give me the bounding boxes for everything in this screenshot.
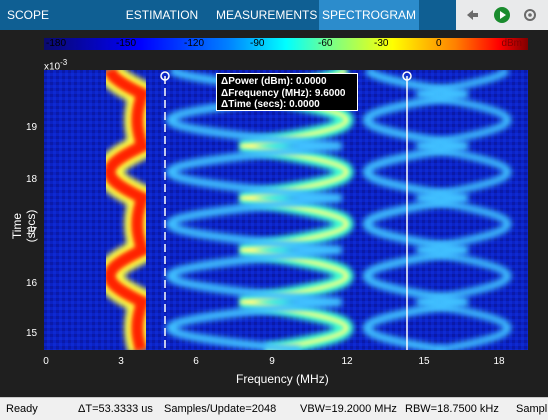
status-sample-rate: Sampl	[516, 403, 548, 415]
y-tick: 16	[26, 278, 38, 289]
y-tick: 15	[26, 328, 38, 339]
harmonic-tone	[362, 70, 469, 350]
x-axis-label: Frequency (MHz)	[236, 372, 329, 386]
status-rbw: RBW=18.7500 kHz	[405, 403, 499, 415]
axis-exponent: x10-3	[44, 58, 68, 73]
colorbar-tick: -180	[46, 38, 67, 49]
x-tick: 6	[193, 356, 199, 367]
cursor-readout: ΔPower (dBm): 0.0000 ΔFrequency (MHz): 9…	[216, 73, 358, 111]
status-delta-t: ΔT=53.3333 us	[78, 403, 153, 415]
y-axis-label: Time (secs)	[10, 209, 38, 243]
x-tick: 15	[418, 356, 430, 367]
spectrogram-image	[44, 70, 528, 350]
toolstrip: SCOPE ESTIMATION MEASUREMENTS SPECTROGRA…	[0, 0, 548, 30]
colorbar-tick: 0	[436, 38, 442, 49]
harmonic-tone-core	[240, 70, 349, 350]
primary-tone	[103, 70, 150, 350]
colorbar-tick: -60	[318, 38, 333, 49]
tab-scope[interactable]: SCOPE	[6, 8, 49, 22]
settings-icon[interactable]	[520, 5, 540, 25]
x-tick: 0	[43, 356, 49, 367]
cursor-handle[interactable]	[402, 71, 412, 81]
colorbar: -180 -150 -120 -90 -60 -30 0 dBm	[44, 38, 528, 50]
x-tick: 12	[341, 356, 353, 367]
colorbar-tick: -30	[374, 38, 389, 49]
status-samples: Samples/Update=2048	[164, 403, 277, 415]
tab-spectrogram[interactable]: SPECTROGRAM	[319, 0, 419, 30]
pin-icon[interactable]	[462, 5, 482, 25]
y-tick: 18	[26, 174, 38, 185]
status-state: Ready	[6, 403, 38, 415]
run-icon[interactable]	[492, 5, 512, 25]
x-tick: 9	[269, 356, 275, 367]
status-bar: Ready ΔT=53.3333 us Samples/Update=2048 …	[0, 397, 548, 420]
spectrogram-plot[interactable]	[44, 70, 528, 350]
delta-power: ΔPower (dBm): 0.0000	[221, 76, 327, 87]
delta-frequency: ΔFrequency (MHz): 9.6000	[221, 87, 346, 99]
cursor-handle[interactable]	[160, 71, 170, 81]
colorbar-tick: -90	[250, 38, 265, 49]
x-tick: 3	[118, 356, 124, 367]
harmonic-tone	[165, 70, 342, 350]
x-tick: 18	[493, 356, 505, 367]
toolbar-right	[456, 0, 548, 30]
tab-estimation[interactable]: ESTIMATION	[125, 8, 199, 22]
delta-time: ΔTime (secs): 0.0000	[221, 99, 320, 110]
y-tick: 17	[26, 226, 38, 237]
tab-measurements[interactable]: MEASUREMENTS	[216, 8, 318, 22]
y-tick: 19	[26, 122, 38, 133]
colorbar-tick: -120	[184, 38, 205, 49]
colorbar-gradient	[44, 38, 528, 50]
colorbar-unit: dBm	[501, 38, 522, 49]
colorbar-tick: -150	[116, 38, 137, 49]
harmonic-tone	[416, 70, 512, 350]
status-vbw: VBW=19.2000 MHz	[300, 403, 397, 415]
